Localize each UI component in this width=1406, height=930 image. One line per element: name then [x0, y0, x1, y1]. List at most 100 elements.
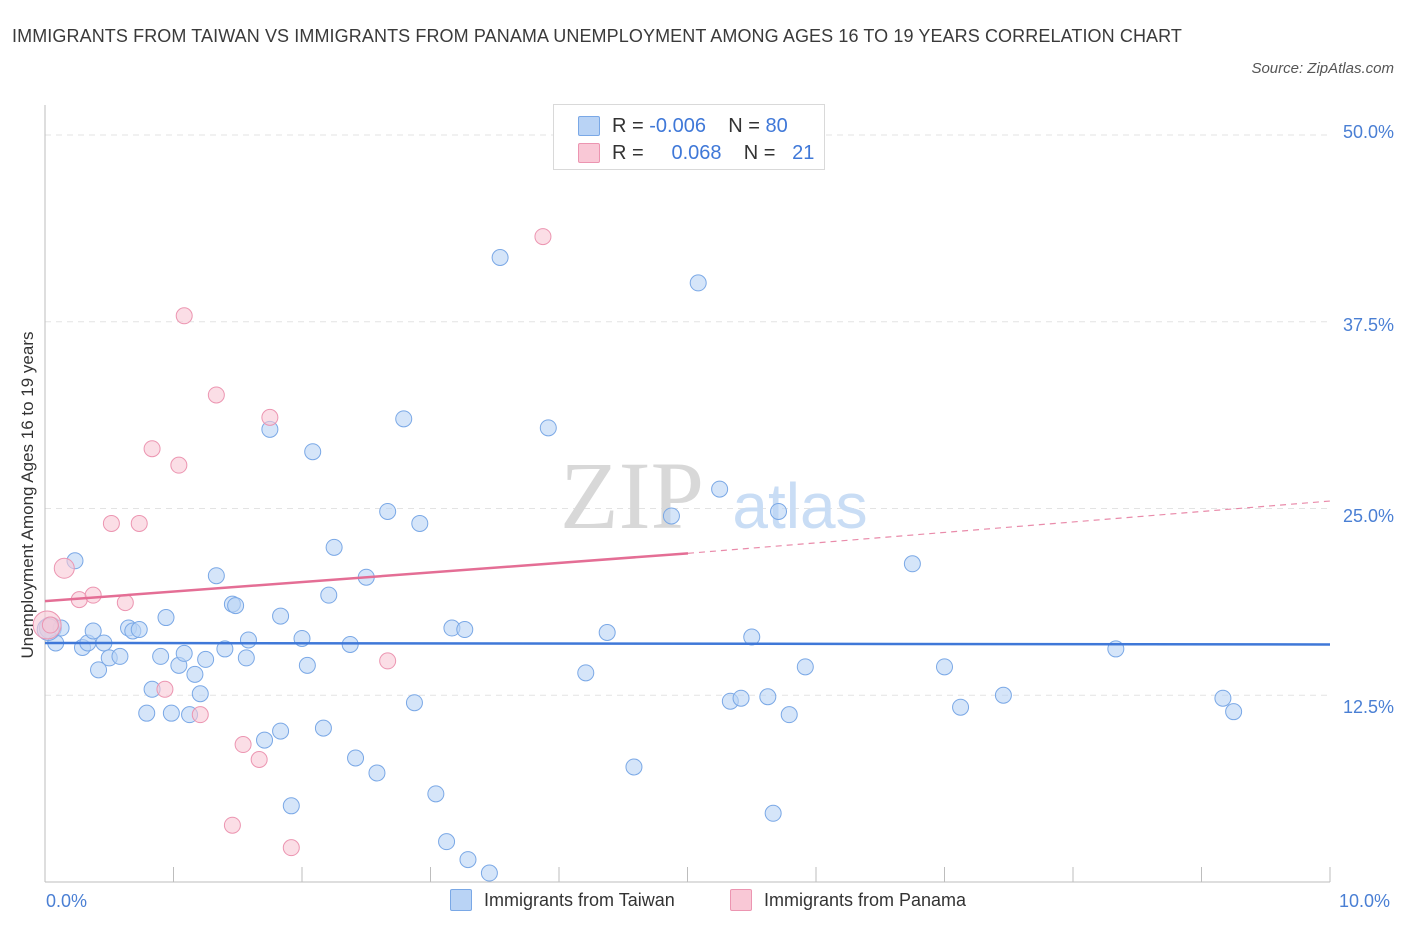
point-taiwan — [157, 609, 175, 627]
point-panama — [282, 839, 300, 857]
point-taiwan — [84, 622, 102, 640]
trend-line-taiwan — [44, 641, 1331, 646]
legend-swatch-taiwan — [450, 889, 472, 911]
series-legend: Immigrants from Taiwan Immigrants from P… — [0, 889, 1406, 915]
axes — [44, 105, 1331, 883]
r-value-taiwan: -0.006 — [649, 114, 706, 137]
point-panama — [156, 680, 174, 698]
point-panama — [261, 408, 279, 426]
point-panama — [102, 514, 120, 532]
point-taiwan — [395, 410, 413, 428]
series-taiwan — [36, 249, 1243, 882]
r-value-panama: 0.068 — [671, 141, 722, 164]
y-tick-50: 50.0% — [1342, 122, 1394, 142]
point-panama — [130, 514, 148, 532]
point-panama — [170, 456, 188, 474]
swatch-taiwan — [578, 116, 600, 136]
watermark-zip: ZIP — [560, 442, 704, 549]
point-panama — [379, 652, 397, 670]
point-taiwan — [304, 443, 322, 461]
point-taiwan — [347, 749, 365, 767]
point-taiwan — [197, 650, 215, 668]
point-panama — [84, 586, 102, 604]
point-taiwan — [1225, 703, 1243, 721]
point-panama — [175, 307, 193, 325]
point-taiwan — [662, 507, 680, 525]
stats-row-taiwan: R = -0.006 N = 80 — [578, 113, 788, 139]
point-panama — [223, 816, 241, 834]
point-taiwan — [368, 764, 386, 782]
point-taiwan — [480, 864, 498, 882]
point-taiwan — [459, 851, 477, 869]
point-taiwan — [598, 624, 616, 642]
point-taiwan — [732, 689, 750, 707]
point-taiwan — [130, 621, 148, 639]
point-taiwan — [237, 649, 255, 667]
point-taiwan — [427, 785, 445, 803]
trend-lines — [44, 500, 1331, 646]
point-panama — [143, 440, 161, 458]
n-label: N = — [728, 114, 760, 137]
point-taiwan — [320, 586, 338, 604]
point-taiwan — [994, 686, 1012, 704]
n-label: N = — [743, 141, 776, 164]
legend-item-panama[interactable]: Immigrants from Panama — [730, 889, 966, 911]
trend-line-panama — [44, 552, 689, 603]
point-taiwan — [411, 514, 429, 532]
point-taiwan — [175, 644, 193, 662]
point-taiwan — [780, 706, 798, 724]
point-taiwan — [227, 597, 245, 615]
point-taiwan — [256, 731, 274, 749]
n-value-panama: 21 — [792, 141, 815, 164]
point-panama — [234, 736, 252, 754]
point-taiwan — [491, 249, 509, 267]
swatch-panama — [578, 143, 600, 163]
point-taiwan — [298, 656, 316, 674]
r-label: R = — [612, 141, 644, 164]
trend-line-panama-extension — [687, 500, 1331, 554]
point-taiwan — [405, 694, 423, 712]
y-tick-37-5: 37.5% — [1342, 315, 1394, 335]
point-taiwan — [539, 419, 557, 437]
point-taiwan — [314, 719, 332, 737]
y-axis-label: Unemployment Among Ages 16 to 19 years — [18, 331, 37, 659]
point-taiwan — [379, 502, 397, 520]
x-tick-left: 0.0% — [46, 891, 88, 911]
point-taiwan — [138, 704, 156, 722]
point-taiwan — [239, 631, 257, 649]
r-label: R = — [612, 114, 644, 137]
point-taiwan — [216, 640, 234, 658]
point-taiwan — [764, 804, 782, 822]
point-taiwan — [111, 647, 129, 665]
point-taiwan — [186, 665, 204, 683]
point-taiwan — [577, 664, 595, 682]
point-taiwan — [711, 480, 729, 498]
point-taiwan — [325, 538, 343, 556]
legend-item-taiwan[interactable]: Immigrants from Taiwan — [450, 889, 675, 911]
point-taiwan — [796, 658, 814, 676]
point-taiwan — [438, 833, 456, 851]
stats-legend: R = -0.006 N = 80 R = 0.068 N = 21 — [553, 104, 825, 170]
point-taiwan — [282, 797, 300, 815]
point-taiwan — [625, 758, 643, 776]
series-panama — [32, 228, 552, 857]
point-taiwan — [456, 621, 474, 639]
point-panama — [534, 228, 552, 246]
n-value-taiwan: 80 — [765, 114, 788, 137]
point-taiwan — [689, 274, 707, 292]
gridlines — [45, 134, 1330, 696]
watermark-atlas: atlas — [732, 470, 867, 542]
point-taiwan — [272, 722, 290, 740]
point-taiwan — [770, 502, 788, 520]
point-taiwan — [759, 688, 777, 706]
chart-title: IMMIGRANTS FROM TAIWAN VS IMMIGRANTS FRO… — [12, 26, 1183, 46]
legend-label-taiwan: Immigrants from Taiwan — [484, 889, 675, 910]
point-panama — [207, 386, 225, 404]
source-label: Source: ZipAtlas.com — [1251, 60, 1394, 77]
point-panama — [116, 594, 134, 612]
point-panama — [250, 750, 268, 768]
point-taiwan — [936, 658, 953, 676]
point-panama — [41, 616, 59, 634]
point-taiwan — [272, 607, 290, 625]
